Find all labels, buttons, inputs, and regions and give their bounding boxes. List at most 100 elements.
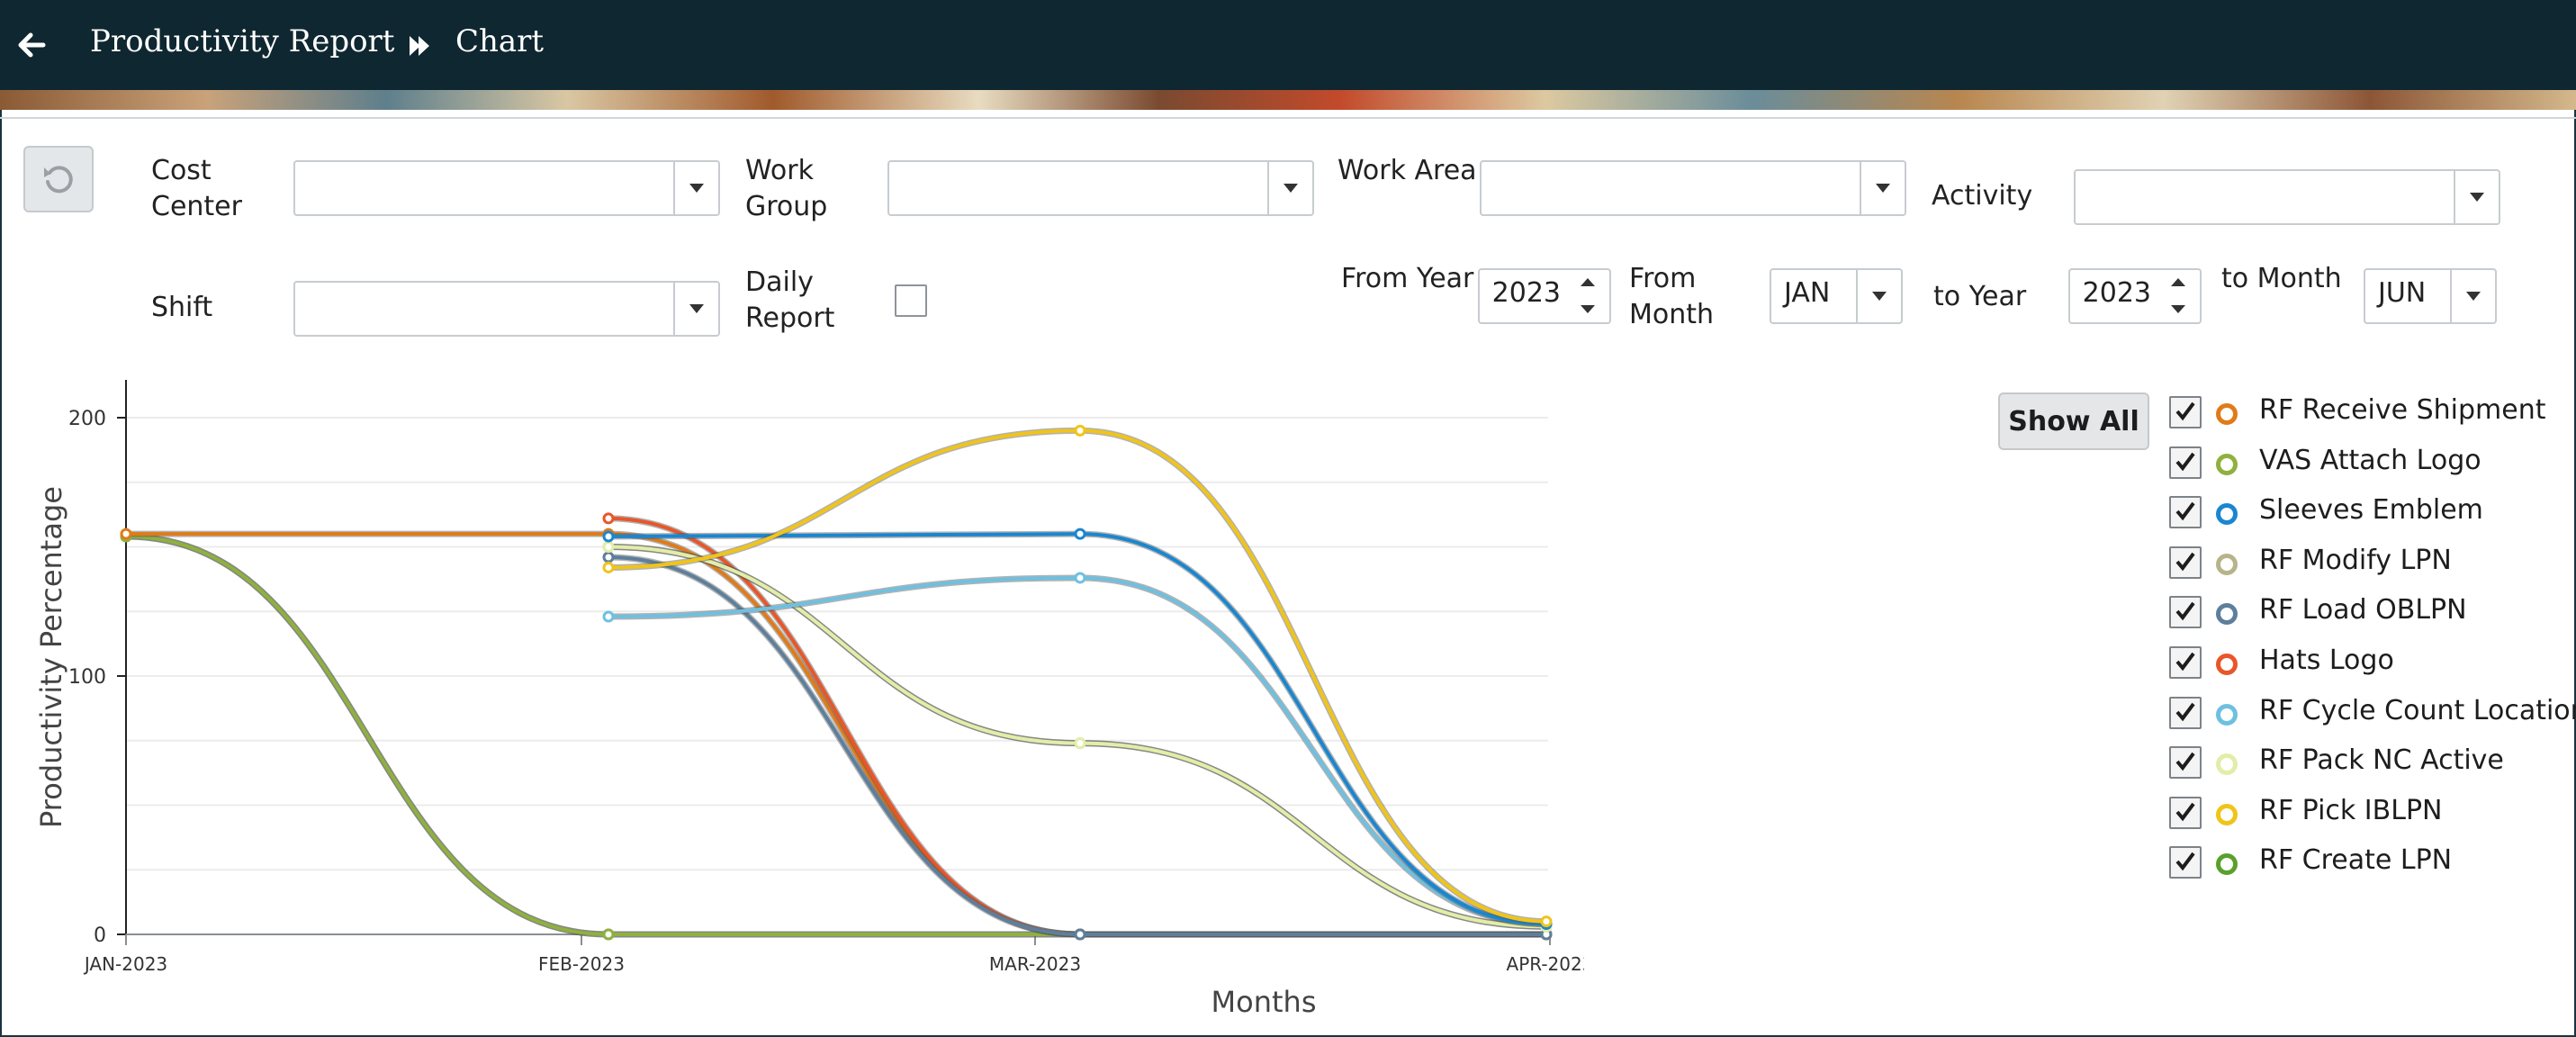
- legend-checkbox[interactable]: [2169, 446, 2202, 479]
- legend-item[interactable]: Hats Logo: [2169, 643, 2574, 679]
- legend-marker-icon: [2216, 503, 2238, 526]
- legend-label: Sleeves Emblem: [2259, 494, 2483, 527]
- legend-checkbox[interactable]: [2169, 596, 2202, 629]
- refresh-button[interactable]: [23, 146, 94, 212]
- chevron-down-icon[interactable]: [1267, 162, 1312, 214]
- app-header: Productivity Report Chart: [0, 0, 2576, 90]
- legend-marker-icon: [2216, 703, 2238, 726]
- page-title[interactable]: Productivity Report: [90, 23, 395, 59]
- checkmark-icon: [2175, 602, 2195, 621]
- legend-item[interactable]: RF Load OBLPN: [2169, 592, 2574, 629]
- legend-checkbox[interactable]: [2169, 746, 2202, 780]
- x-axis-title: Months: [1211, 985, 1317, 1019]
- legend-checkbox[interactable]: [2169, 546, 2202, 579]
- cost-center-select[interactable]: [293, 160, 720, 216]
- legend-checkbox[interactable]: [2169, 646, 2202, 679]
- legend-marker-icon: [2216, 403, 2238, 425]
- show-all-button[interactable]: Show All: [1998, 392, 2149, 450]
- y-axis-title: Productivity Percentage: [34, 486, 68, 828]
- cost-center-label: Cost Center: [151, 155, 242, 222]
- checkmark-icon: [2175, 802, 2195, 821]
- legend-marker-icon: [2216, 453, 2238, 475]
- activity-select[interactable]: [2074, 169, 2500, 225]
- breadcrumb-separator-icon: [410, 36, 429, 56]
- series-line: [608, 555, 1546, 937]
- checkmark-icon: [2175, 652, 2195, 672]
- to-year-spinner[interactable]: 2023: [2068, 268, 2202, 324]
- y-tick-label: 100: [68, 666, 106, 689]
- legend-checkbox[interactable]: [2169, 396, 2202, 428]
- legend-item[interactable]: RF Modify LPN: [2169, 543, 2574, 579]
- breadcrumb-current: Chart: [455, 23, 545, 59]
- legend-marker-icon: [2216, 603, 2238, 626]
- from-year-spinner[interactable]: 2023: [1478, 268, 1611, 324]
- legend-item[interactable]: RF Pack NC Active: [2169, 743, 2574, 780]
- increment-icon[interactable]: [2171, 278, 2185, 286]
- chevron-down-icon[interactable]: [673, 283, 718, 335]
- divider: [0, 117, 2576, 119]
- legend-item[interactable]: RF Create LPN: [2169, 843, 2574, 879]
- checkmark-icon: [2175, 552, 2195, 571]
- series-point: [602, 541, 615, 553]
- activity-label: Activity: [1932, 180, 2033, 212]
- x-tick-label: APR-2023: [1507, 953, 1584, 975]
- checkmark-icon: [2175, 852, 2195, 871]
- x-tick-label: MAR-2023: [989, 953, 1081, 975]
- y-tick-label: 0: [94, 924, 106, 947]
- legend-item[interactable]: VAS Attach Logo: [2169, 443, 2574, 479]
- series-point: [120, 528, 132, 540]
- to-month-select[interactable]: JUN: [2364, 268, 2497, 324]
- from-year-label: From Year: [1341, 263, 1474, 294]
- legend-item[interactable]: Sleeves Emblem: [2169, 492, 2574, 529]
- header-banner: [0, 90, 2576, 110]
- series-point: [602, 530, 615, 543]
- series-line: [608, 575, 1547, 926]
- chevron-down-icon[interactable]: [1860, 162, 1905, 214]
- y-tick-label: 200: [68, 408, 106, 430]
- series-point: [1540, 915, 1553, 928]
- checkmark-icon: [2175, 501, 2195, 521]
- series-point: [1074, 928, 1086, 941]
- checkmark-icon: [2175, 702, 2195, 721]
- legend-marker-icon: [2216, 654, 2238, 675]
- from-month-select[interactable]: JAN: [1770, 268, 1903, 324]
- work-area-select[interactable]: [1480, 160, 1906, 216]
- checkmark-icon: [2175, 452, 2195, 471]
- chevron-down-icon[interactable]: [1856, 270, 1901, 322]
- legend-label: RF Pack NC Active: [2259, 744, 2504, 777]
- series-line-shadow: [608, 574, 1547, 928]
- legend-checkbox[interactable]: [2169, 846, 2202, 879]
- daily-report-checkbox[interactable]: [895, 284, 927, 317]
- increment-icon[interactable]: [1581, 278, 1595, 286]
- back-arrow-icon[interactable]: [16, 20, 49, 70]
- legend-checkbox[interactable]: [2169, 796, 2202, 829]
- daily-report-label: Daily Report: [745, 266, 835, 334]
- legend-checkbox[interactable]: [2169, 496, 2202, 529]
- chevron-down-icon[interactable]: [673, 162, 718, 214]
- legend-item[interactable]: RF Cycle Count Location: [2169, 693, 2576, 729]
- legend-label: VAS Attach Logo: [2259, 444, 2481, 476]
- legend-item[interactable]: RF Receive Shipment: [2169, 392, 2574, 428]
- decrement-icon[interactable]: [1581, 305, 1595, 313]
- series-point: [1074, 737, 1086, 750]
- decrement-icon[interactable]: [2171, 305, 2185, 313]
- to-year-label: to Year: [1933, 281, 2027, 312]
- series-point: [602, 561, 615, 573]
- legend-item[interactable]: RF Pick IBLPN: [2169, 793, 2574, 829]
- legend-label: RF Create LPN: [2259, 844, 2453, 877]
- to-month-label: to Month: [2221, 263, 2342, 294]
- checkmark-icon: [2175, 401, 2195, 421]
- from-month-value: JAN: [1784, 277, 1831, 309]
- legend-marker-icon: [2216, 853, 2238, 876]
- work-group-select[interactable]: [887, 160, 1314, 216]
- chevron-down-icon[interactable]: [2450, 270, 2495, 322]
- checkmark-icon: [2175, 752, 2195, 771]
- from-month-label: From Month: [1629, 263, 1715, 330]
- productivity-line-chart: 0 100 200 JAN-2023 FEB-2023 MAR-2023 APR-2023 P…: [34, 380, 1584, 1019]
- shift-label: Shift: [151, 292, 213, 323]
- shift-select[interactable]: [293, 281, 720, 337]
- chevron-down-icon[interactable]: [2454, 171, 2499, 223]
- legend-label: RF Pick IBLPN: [2259, 794, 2443, 826]
- legend-checkbox[interactable]: [2169, 696, 2202, 729]
- legend-marker-icon: [2216, 753, 2238, 776]
